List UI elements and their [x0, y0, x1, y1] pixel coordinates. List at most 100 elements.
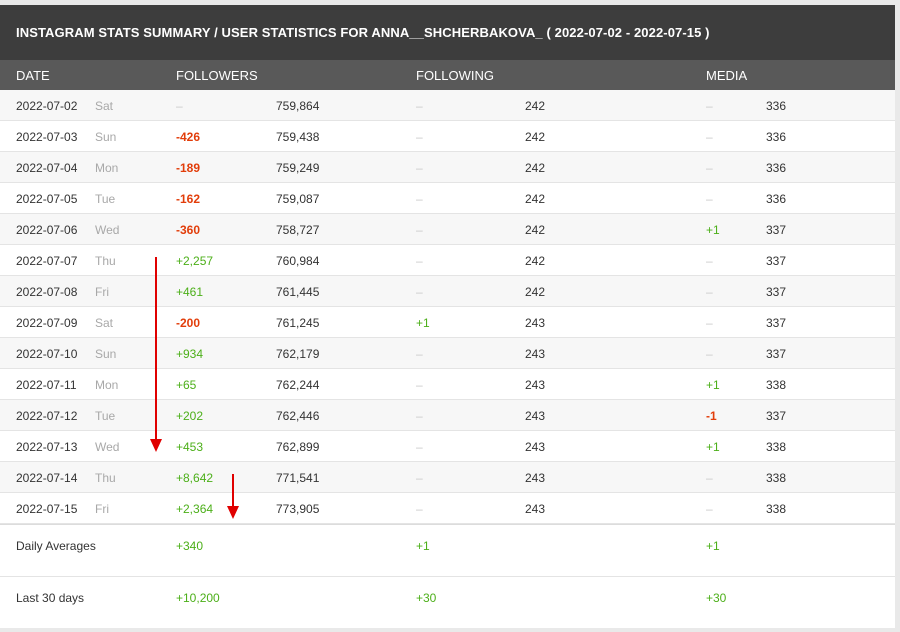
row-media-total: 338 — [766, 378, 787, 392]
annotation-arrow-down-icon — [227, 474, 239, 519]
row-date: 2022-07-07 — [16, 254, 78, 268]
row-following-change: – — [416, 130, 423, 144]
row-media-total: 336 — [766, 130, 787, 144]
row-followers-change: +461 — [176, 285, 204, 299]
table-row: 2022-07-02 Sat – 759,864 – 242 – 336 — [0, 90, 895, 121]
row-media-total: 336 — [766, 99, 787, 113]
table-row: 2022-07-06 Wed -360 758,727 – 242 +1 337 — [0, 214, 895, 245]
row-followers-total: 759,864 — [276, 99, 320, 113]
row-followers-change: +453 — [176, 440, 204, 454]
row-media-total: 337 — [766, 223, 787, 237]
table-row: 2022-07-13 Wed +453 762,899 – 243 +1 338 — [0, 431, 895, 462]
row-media-change: +1 — [706, 223, 720, 237]
row-followers-change: +65 — [176, 378, 197, 392]
table-row: 2022-07-12 Tue +202 762,446 – 243 -1 337 — [0, 400, 895, 431]
row-following-total: 243 — [525, 471, 546, 485]
table-body: 2022-07-02 Sat – 759,864 – 242 – 336 2022-07-03 S… — [0, 90, 895, 524]
row-followers-change: -200 — [176, 316, 201, 330]
row-media-total: 337 — [766, 285, 787, 299]
row-following-total: 243 — [525, 409, 546, 423]
row-weekday: Mon — [95, 378, 119, 392]
table-header: DATE FOLLOWERS FOLLOWING MEDIA — [0, 60, 895, 90]
row-following-total: 243 — [525, 347, 546, 361]
row-followers-change: -360 — [176, 223, 201, 237]
row-followers-total: 759,087 — [276, 192, 320, 206]
row-media-change: – — [706, 316, 713, 330]
row-following-change: – — [416, 161, 423, 175]
row-following-total: 242 — [525, 254, 546, 268]
header-media: MEDIA — [706, 68, 748, 83]
row-media-change: – — [706, 285, 713, 299]
table-row: 2022-07-15 Fri +2,364 773,905 – 243 – 338 — [0, 493, 895, 524]
row-media-change: – — [706, 99, 713, 113]
header-following: FOLLOWING — [416, 68, 495, 83]
last-30-days-following: +30 — [416, 591, 437, 605]
last-30-days-followers: +10,200 — [176, 591, 220, 605]
row-media-total: 338 — [766, 502, 787, 516]
row-date: 2022-07-12 — [16, 409, 78, 423]
row-followers-change: +8,642 — [176, 471, 214, 485]
row-date: 2022-07-06 — [16, 223, 78, 237]
annotation-arrow-down-icon — [150, 257, 162, 452]
row-following-change: – — [416, 99, 423, 113]
row-media-total: 337 — [766, 347, 787, 361]
row-followers-total: 760,984 — [276, 254, 320, 268]
row-media-change: – — [706, 471, 713, 485]
table-row: 2022-07-14 Thu +8,642 771,541 – 243 – 338 — [0, 462, 895, 493]
row-media-total: 337 — [766, 409, 787, 423]
row-following-change: – — [416, 192, 423, 206]
row-following-change: – — [416, 471, 423, 485]
row-followers-change: +202 — [176, 409, 204, 423]
row-weekday: Mon — [95, 161, 119, 175]
row-following-total: 243 — [525, 316, 546, 330]
row-following-total: 243 — [525, 440, 546, 454]
row-media-change: – — [706, 130, 713, 144]
table-row: 2022-07-08 Fri +461 761,445 – 242 – 337 — [0, 276, 895, 307]
row-date: 2022-07-11 — [16, 378, 77, 392]
row-date: 2022-07-05 — [16, 192, 78, 206]
row-following-total: 242 — [525, 99, 546, 113]
stats-panel: INSTAGRAM STATS SUMMARY / USER STATISTIC… — [0, 5, 895, 628]
row-media-change: +1 — [706, 440, 720, 454]
last-30-days-label: Last 30 days — [16, 591, 85, 605]
row-media-change: – — [706, 254, 713, 268]
row-followers-total: 762,446 — [276, 409, 320, 423]
row-followers-total: 761,245 — [276, 316, 320, 330]
row-media-change: +1 — [706, 378, 720, 392]
row-followers-total: 773,905 — [276, 502, 320, 516]
row-followers-change: -189 — [176, 161, 201, 175]
table-row: 2022-07-04 Mon -189 759,249 – 242 – 336 — [0, 152, 895, 183]
row-following-change: – — [416, 502, 423, 516]
row-media-total: 336 — [766, 161, 787, 175]
daily-averages-label: Daily Averages — [16, 539, 96, 553]
row-date: 2022-07-04 — [16, 161, 78, 175]
table-row: 2022-07-07 Thu +2,257 760,984 – 242 – 337 — [0, 245, 895, 276]
row-followers-total: 762,244 — [276, 378, 320, 392]
row-media-total: 338 — [766, 440, 787, 454]
row-media-total: 338 — [766, 471, 787, 485]
row-date: 2022-07-09 — [16, 316, 78, 330]
daily-averages-followers: +340 — [176, 539, 204, 553]
row-followers-total: 758,727 — [276, 223, 320, 237]
row-weekday: Sun — [95, 130, 117, 144]
table-row: 2022-07-09 Sat -200 761,245 +1 243 – 337 — [0, 307, 895, 338]
row-following-total: 243 — [525, 502, 546, 516]
row-media-total: 337 — [766, 316, 787, 330]
row-media-change: – — [706, 502, 713, 516]
row-following-total: 242 — [525, 130, 546, 144]
row-weekday: Wed — [95, 440, 120, 454]
row-followers-change: – — [176, 99, 183, 113]
row-following-total: 242 — [525, 161, 546, 175]
row-following-change: – — [416, 409, 423, 423]
row-weekday: Thu — [95, 254, 116, 268]
row-followers-total: 762,899 — [276, 440, 320, 454]
row-followers-change: +2,257 — [176, 254, 214, 268]
row-followers-total: 759,438 — [276, 130, 320, 144]
table-row: 2022-07-10 Sun +934 762,179 – 243 – 337 — [0, 338, 895, 369]
row-media-total: 336 — [766, 192, 787, 206]
row-following-total: 243 — [525, 378, 546, 392]
row-followers-change: -162 — [176, 192, 201, 206]
last-30-days-row: Last 30 days +10,200 +30 +30 — [0, 576, 895, 628]
daily-averages-following: +1 — [416, 539, 430, 553]
row-followers-change: -426 — [176, 130, 201, 144]
